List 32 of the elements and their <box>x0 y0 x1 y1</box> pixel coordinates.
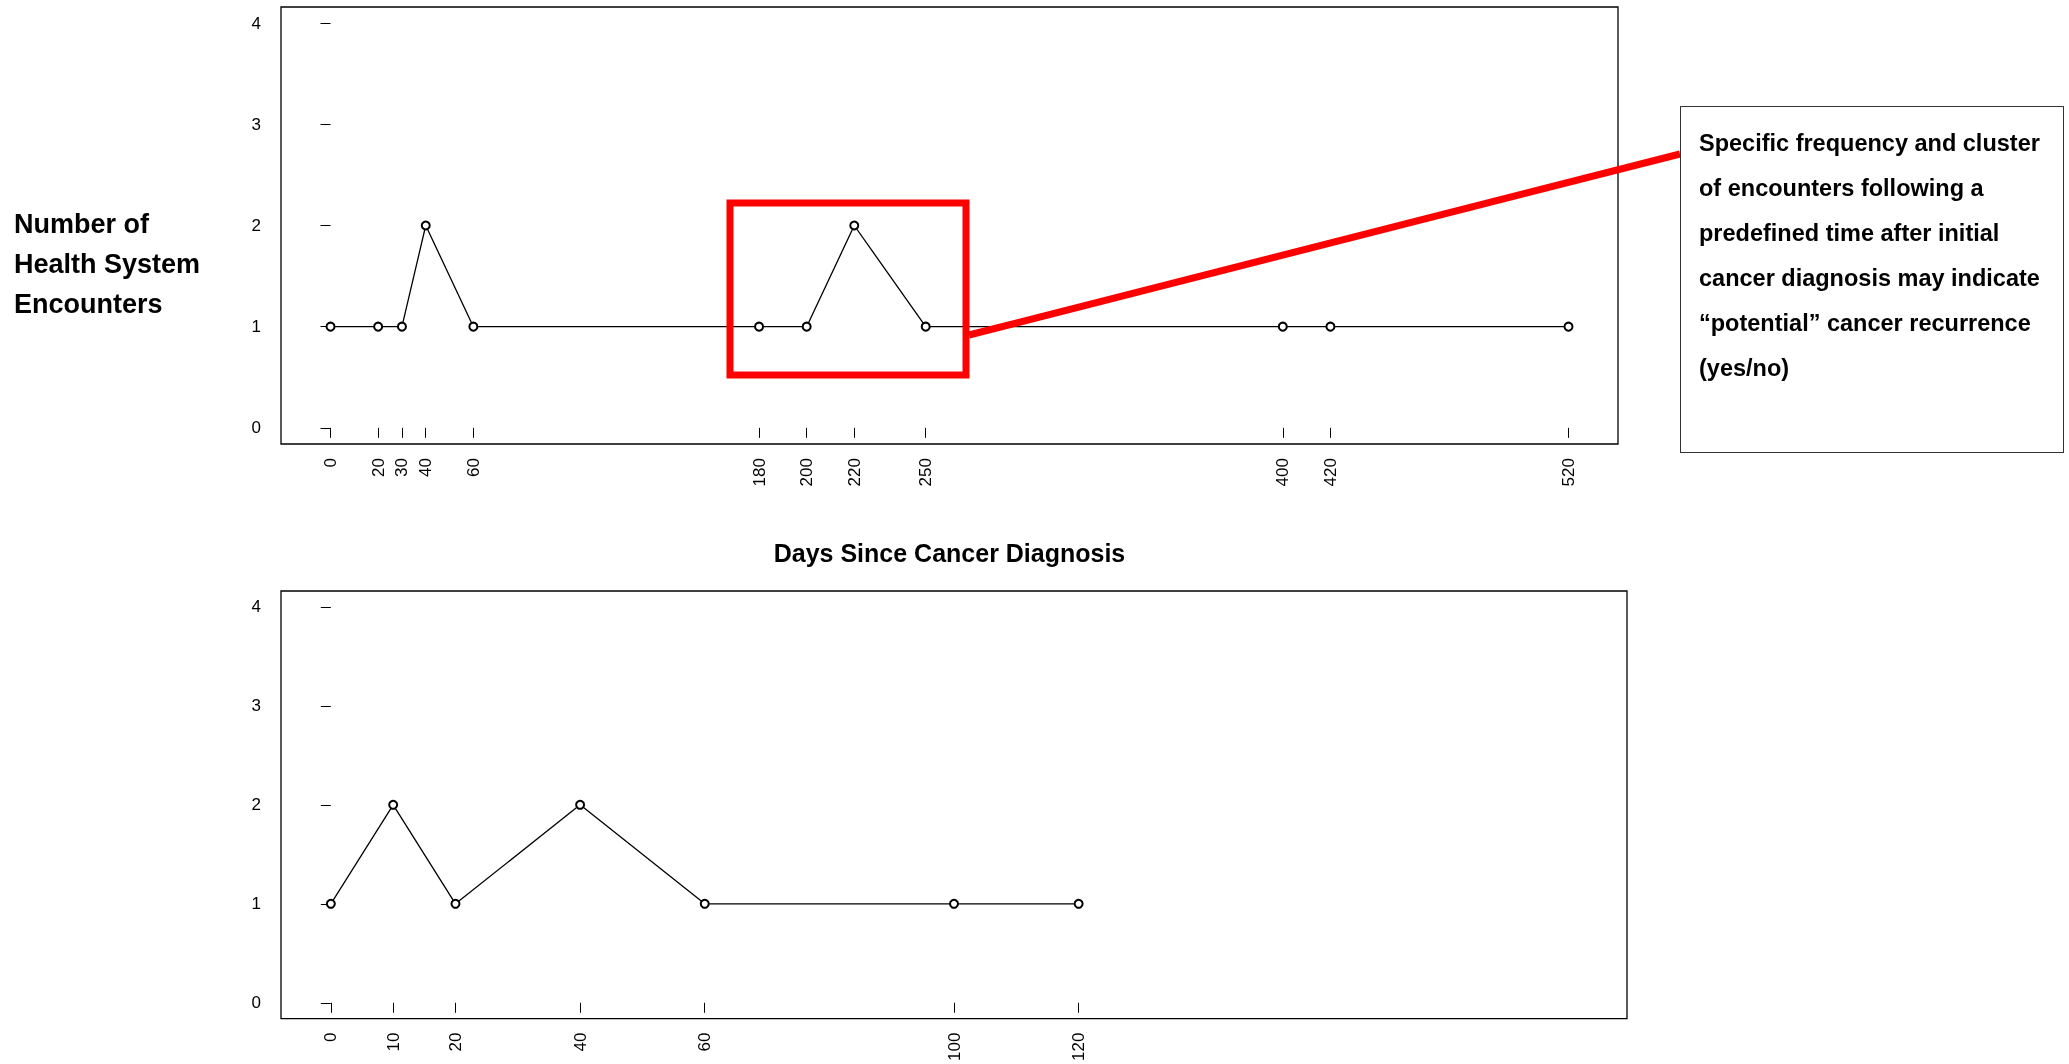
x-tick-label: 40 <box>570 1032 590 1052</box>
x-tick-label: 30 <box>392 458 412 477</box>
x-tick-label: 220 <box>844 458 864 487</box>
y-tick-label: 4 <box>251 597 261 617</box>
x-tick-label: 0 <box>321 458 341 468</box>
y-tick-label: 3 <box>251 696 261 716</box>
y-axis-title: Number of Health System Encounters <box>14 208 202 321</box>
text: Specific frequency and cluster of encounters following a predefined time after initial cancer diagnosis may indicate “potential” cancer recurrence (yes/no) <box>1680 106 2064 453</box>
y-tick-label: 0 <box>251 418 261 438</box>
x-tick-label: 10 <box>383 1032 403 1052</box>
y-tick-label: 2 <box>251 216 261 235</box>
x-tick-label: 20 <box>445 1032 465 1052</box>
x-tick-label: 180 <box>749 458 769 487</box>
x-tick-label: 60 <box>695 1032 715 1052</box>
x-tick-label: 120 <box>1069 1032 1089 1062</box>
x-tick-label: 40 <box>416 458 436 477</box>
y-tick-label: 1 <box>251 894 261 914</box>
y-tick-label: 3 <box>251 114 261 134</box>
x-tick-label: 0 <box>321 1032 341 1043</box>
x-tick-label: 100 <box>944 1032 964 1062</box>
y-tick-label: 0 <box>251 993 261 1013</box>
x-tick-label: 250 <box>916 458 936 487</box>
x-tick-label: 520 <box>1558 458 1578 487</box>
y-tick-label: 1 <box>251 317 261 337</box>
x-tick-label: 60 <box>463 458 483 477</box>
x-tick-label: 200 <box>797 458 817 487</box>
x-tick-label: 420 <box>1320 458 1340 487</box>
y-tick-label: 4 <box>251 13 261 33</box>
x-tick-label: 20 <box>368 458 388 477</box>
y-tick-label: 2 <box>251 795 261 815</box>
x-tick-label: 400 <box>1273 458 1293 487</box>
x-axis-title: Days Since Cancer Diagnosis <box>773 538 1126 567</box>
